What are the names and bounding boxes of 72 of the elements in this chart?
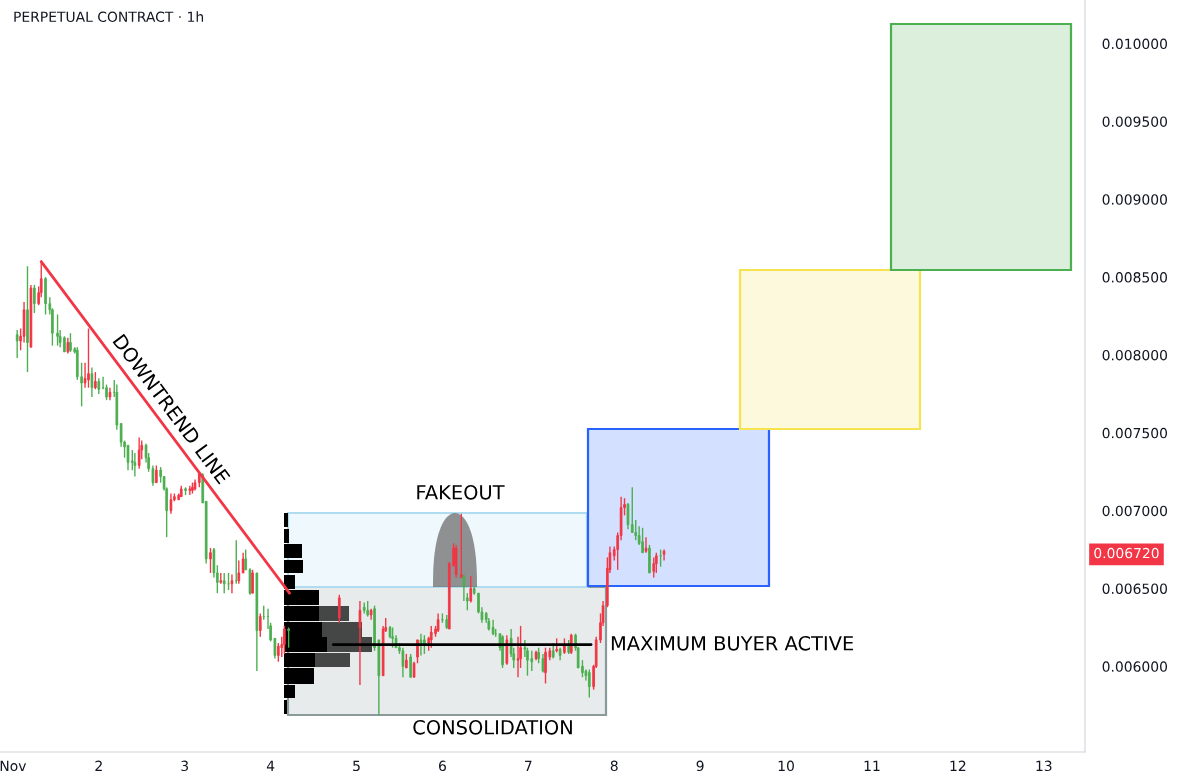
candlestick	[555, 637, 558, 654]
candlestick	[258, 612, 262, 638]
candlestick	[641, 527, 644, 554]
x-tick-label: 6	[438, 760, 446, 772]
annotation: CONSOLIDATION	[413, 719, 572, 735]
x-tick-label: 2	[95, 760, 102, 771]
y-tick-label: 0.006500	[1102, 583, 1168, 594]
candlestick	[544, 646, 547, 685]
candlestick	[87, 327, 90, 389]
candlestick	[126, 444, 130, 471]
candlestick	[155, 464, 158, 484]
candlestick	[563, 637, 566, 655]
candlestick	[338, 594, 341, 624]
candlestick	[401, 646, 405, 678]
candlestick	[530, 650, 534, 672]
candlestick	[429, 625, 433, 649]
y-tick-label: 0.007500	[1102, 427, 1168, 439]
y-tick-label: 0.009000	[1102, 194, 1168, 205]
candlestick	[655, 552, 658, 574]
candlestick	[184, 486, 187, 496]
text: 0.006720	[1094, 547, 1159, 559]
text: PERPETUAL CONTRACT · 1h	[14, 11, 204, 23]
candlestick	[287, 626, 290, 649]
y-tick-label: 0.006000	[1102, 661, 1168, 672]
candlestick	[44, 276, 47, 316]
candlestick	[90, 366, 94, 398]
annotation: MAXIMUM BUYER ACTIVE	[611, 635, 854, 651]
candlestick	[133, 452, 137, 478]
x-tick-label: Nov	[0, 760, 27, 772]
candlestick	[209, 547, 212, 574]
x-tick-label: 11	[864, 760, 880, 771]
candlestick	[626, 502, 630, 531]
y-tick-label: 0.007000	[1102, 505, 1168, 517]
y-tick-label: 0.008500	[1102, 272, 1168, 283]
annotation: FAKEOUT	[417, 484, 505, 500]
x-tick-label: 9	[696, 760, 704, 772]
candlestick	[644, 536, 648, 554]
x-tick-label: 8	[610, 760, 618, 772]
candlestick	[436, 612, 440, 633]
candlestick	[26, 265, 29, 373]
candlestick	[466, 592, 469, 612]
x-tick-label: 5	[353, 760, 360, 772]
candlestick	[409, 653, 412, 678]
candlestick	[652, 556, 656, 579]
candlestick	[212, 547, 216, 579]
y-tick-label: 0.008000	[1102, 349, 1168, 361]
candlestick	[505, 634, 509, 666]
x-tick-label: 4	[266, 760, 275, 771]
y-tick-label: 0.009500	[1102, 116, 1168, 127]
candlestick	[94, 371, 97, 390]
candlestick	[63, 335, 66, 353]
candlestick	[237, 559, 241, 585]
candlestick	[241, 552, 245, 574]
x-tick-label: 13	[1036, 760, 1052, 772]
candlestick	[358, 600, 362, 686]
x-tick-label: 12	[950, 760, 966, 771]
candlestick	[15, 329, 19, 359]
candlestick	[33, 284, 36, 314]
candlestick	[283, 625, 286, 655]
candlestick	[169, 492, 173, 515]
y-tick-label: 0.010000	[1102, 38, 1168, 50]
candlestick	[416, 639, 419, 664]
candlestick	[405, 653, 408, 669]
candlestick	[191, 481, 194, 495]
x-tick-label: 10	[778, 760, 794, 772]
candlestick	[460, 513, 463, 579]
candlestick	[634, 519, 638, 541]
x-tick-label: 7	[525, 760, 532, 771]
candlestick	[588, 668, 591, 699]
x-tick-label: 3	[181, 760, 188, 772]
candlestick	[230, 573, 234, 594]
candlestick	[648, 544, 651, 574]
